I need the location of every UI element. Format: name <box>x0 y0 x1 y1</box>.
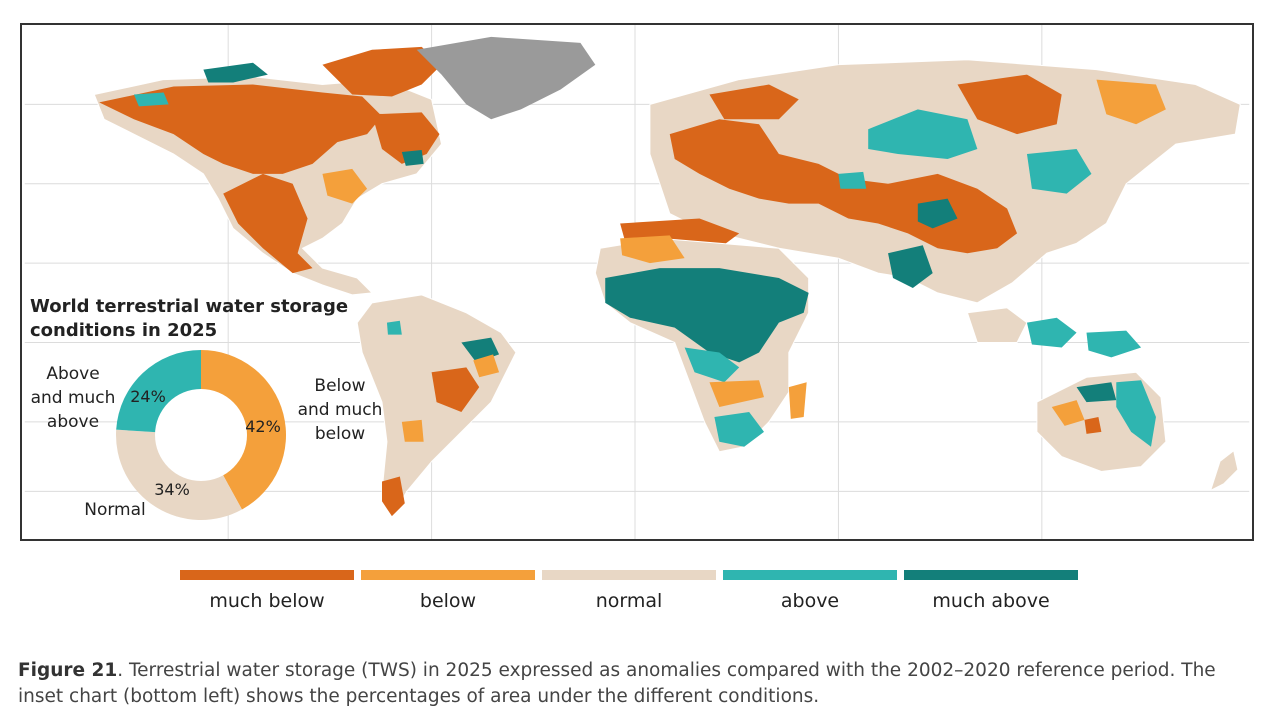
legend-item-below: below <box>361 570 535 618</box>
legend-label-above: above <box>780 590 840 612</box>
greenland <box>416 36 596 120</box>
legend-item-much-above: much above <box>904 570 1078 618</box>
south-america <box>356 294 517 518</box>
caption-text: . Terrestrial water storage (TWS) in 202… <box>18 660 1216 707</box>
pct-label-normal: 34% <box>154 480 190 499</box>
legend-swatch-much-above <box>904 570 1078 580</box>
donut-chart: 24% 42% 34% <box>116 350 287 520</box>
pct-label-below: 42% <box>245 417 281 436</box>
label-below-line2: and much <box>297 400 383 420</box>
label-above-line3: above <box>46 412 100 432</box>
inset-title: World terrestrial water storage conditio… <box>30 295 360 343</box>
figure-caption: Figure 21. Terrestrial water storage (TW… <box>18 658 1258 710</box>
legend: much below below normal above much above <box>180 570 1080 620</box>
legend-item-much-below: much below <box>180 570 354 618</box>
eurasia <box>620 59 1241 304</box>
legend-swatch-normal <box>542 570 716 580</box>
pct-label-above: 24% <box>130 387 166 406</box>
label-below-line3: below <box>314 424 366 444</box>
legend-item-normal: normal <box>542 570 716 618</box>
africa <box>594 235 810 453</box>
legend-label-much-above: much above <box>932 590 1050 612</box>
north-america <box>93 46 443 296</box>
legend-swatch-above <box>723 570 897 580</box>
label-below-line1: Below <box>314 376 366 396</box>
label-above-and-much-above: Above and much above <box>28 362 118 434</box>
southeast-asia <box>966 307 1142 358</box>
label-normal: Normal <box>84 500 146 520</box>
legend-label-below: below <box>419 590 477 612</box>
world-map-svg <box>24 25 1250 539</box>
legend-label-normal: normal <box>595 590 663 612</box>
australia <box>1036 371 1167 473</box>
legend-swatch-below <box>361 570 535 580</box>
donut-hole <box>155 389 247 481</box>
legend-label-much-below: much below <box>209 590 325 612</box>
new-zealand <box>1211 451 1238 490</box>
inset-title-line2: conditions in 2025 <box>30 320 218 341</box>
label-above-line2: and much <box>30 388 116 408</box>
label-below-and-much-below: Below and much below <box>290 374 390 446</box>
figure-label: Figure 21 <box>18 660 118 681</box>
legend-swatch-much-below <box>180 570 354 580</box>
label-above-line1: Above <box>46 364 100 384</box>
legend-item-above: above <box>723 570 897 618</box>
inset-title-line1: World terrestrial water storage <box>30 296 349 317</box>
